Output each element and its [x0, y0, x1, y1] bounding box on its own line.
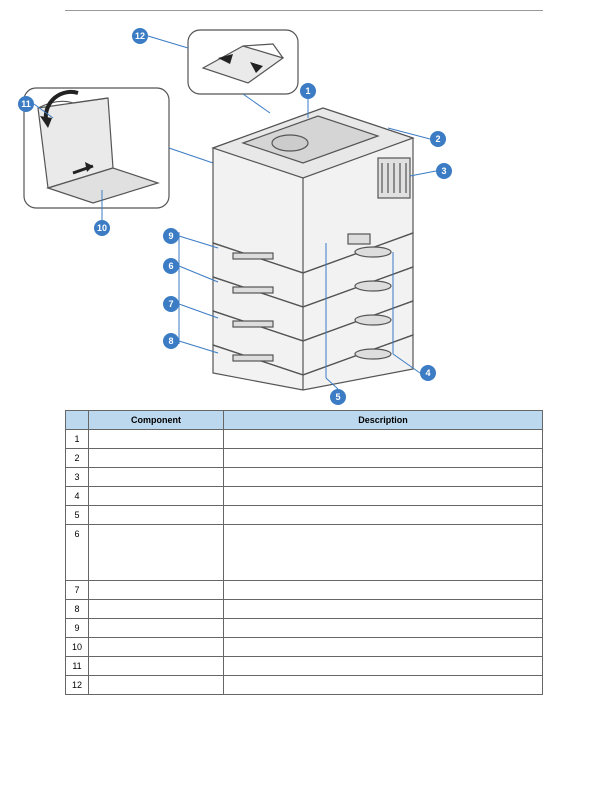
table-row: 12: [66, 676, 543, 695]
table-row: 3: [66, 468, 543, 487]
callout-12: 12: [132, 28, 148, 44]
cell: [224, 449, 543, 468]
cell: 6: [66, 525, 89, 581]
cell: 4: [66, 487, 89, 506]
callout-10: 10: [94, 220, 110, 236]
cell: 12: [66, 676, 89, 695]
cell: [89, 676, 224, 695]
callout-4: 4: [420, 365, 436, 381]
cell: 5: [66, 506, 89, 525]
callout-6: 6: [163, 258, 179, 274]
cell: [224, 619, 543, 638]
cell: [89, 449, 224, 468]
cell: [89, 506, 224, 525]
printer-svg: [18, 28, 438, 398]
cell: [224, 581, 543, 600]
header-desc: Description: [224, 411, 543, 430]
table-row: 11: [66, 657, 543, 676]
cell: [224, 638, 543, 657]
cell: 3: [66, 468, 89, 487]
table-row: 2: [66, 449, 543, 468]
callout-1: 1: [300, 83, 316, 99]
cell: [224, 657, 543, 676]
header-num: [66, 411, 89, 430]
cell: [224, 600, 543, 619]
cell: 2: [66, 449, 89, 468]
cell: 7: [66, 581, 89, 600]
cell: [89, 468, 224, 487]
cell: [224, 525, 543, 581]
cell: [224, 506, 543, 525]
table-row: 10: [66, 638, 543, 657]
table-row: 7: [66, 581, 543, 600]
cell: [224, 430, 543, 449]
callout-3: 3: [436, 163, 452, 179]
callout-5: 5: [330, 389, 346, 405]
cell: [89, 581, 224, 600]
cell: [89, 487, 224, 506]
cell: [89, 657, 224, 676]
printer-diagram: 11 12 1 2 3 9 6 7 8 10 4 5: [18, 28, 438, 398]
cell: 11: [66, 657, 89, 676]
callout-8: 8: [163, 333, 179, 349]
components-table: Component Description 1 2 3 4 5 6 7 8 9 …: [65, 410, 543, 695]
table-row: 9: [66, 619, 543, 638]
top-divider: [65, 10, 543, 11]
cell: [89, 638, 224, 657]
cell: [89, 619, 224, 638]
table-row: 1: [66, 430, 543, 449]
callout-7: 7: [163, 296, 179, 312]
cell: 10: [66, 638, 89, 657]
table-row: 4: [66, 487, 543, 506]
callout-11: 11: [18, 96, 34, 112]
callout-9: 9: [163, 228, 179, 244]
cell: [89, 430, 224, 449]
cell: [224, 676, 543, 695]
callout-2: 2: [430, 131, 446, 147]
cell: [89, 600, 224, 619]
table-row: 5: [66, 506, 543, 525]
table-row: 8: [66, 600, 543, 619]
cell: 9: [66, 619, 89, 638]
cell: [224, 487, 543, 506]
table-row: 6: [66, 525, 543, 581]
header-comp: Component: [89, 411, 224, 430]
cell: 8: [66, 600, 89, 619]
cell: [89, 525, 224, 581]
cell: [224, 468, 543, 487]
cell: 1: [66, 430, 89, 449]
